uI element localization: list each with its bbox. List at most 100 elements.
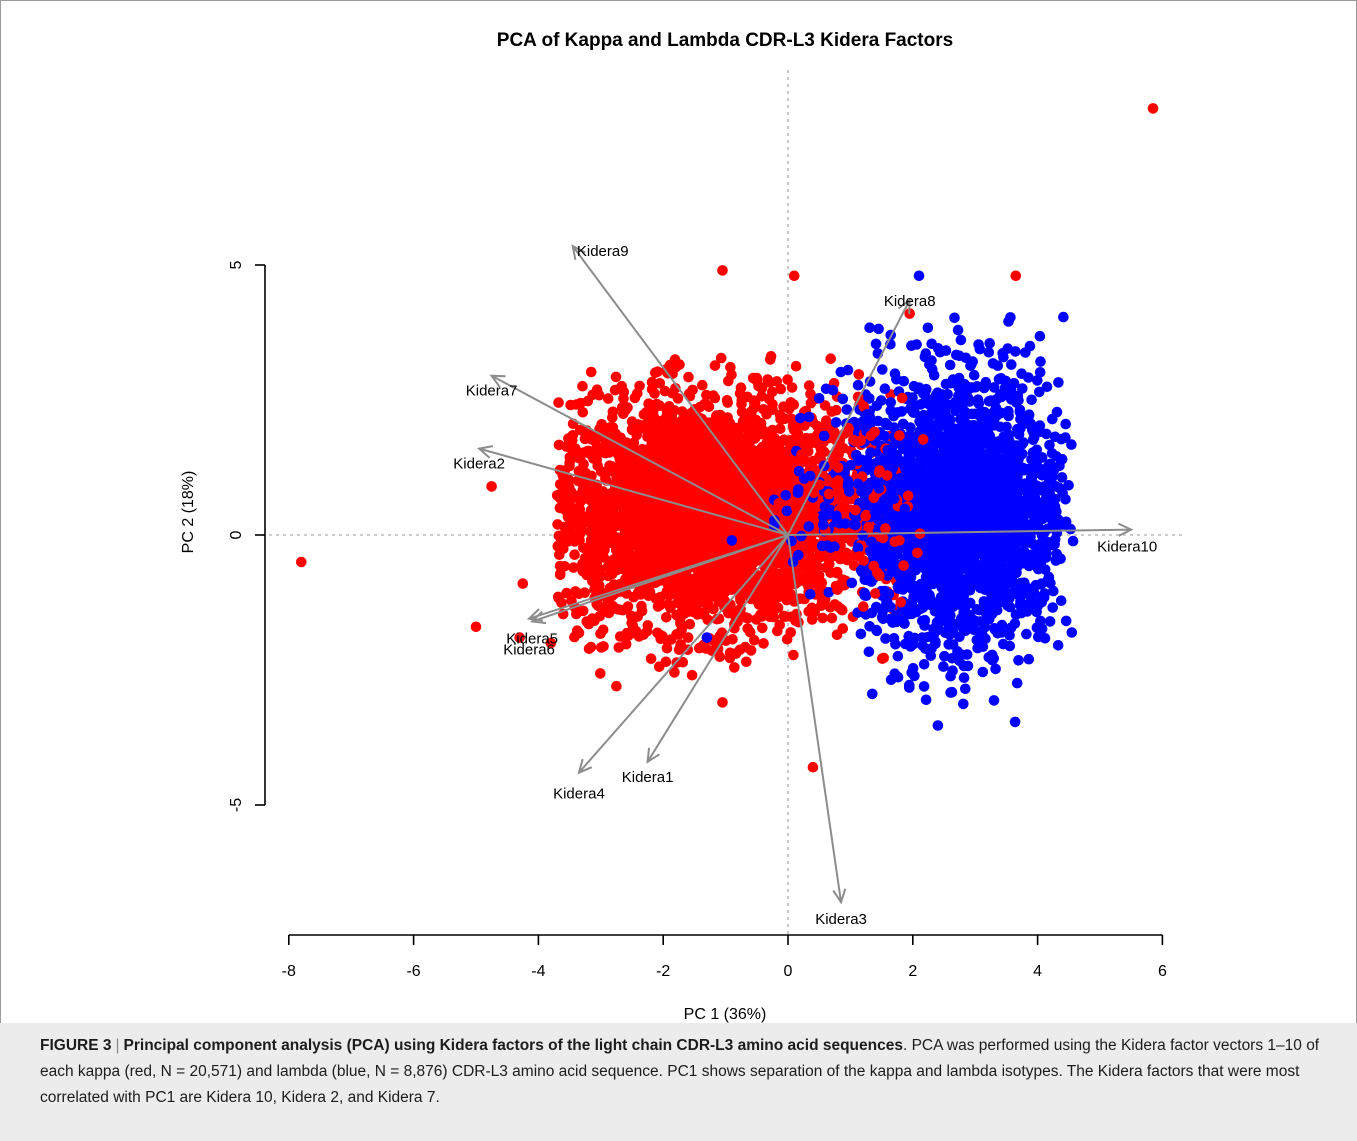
kappa-point — [675, 415, 687, 427]
kappa-point — [667, 518, 679, 530]
lambda-point — [1052, 640, 1064, 651]
kappa-point — [635, 589, 646, 600]
kappa-point — [745, 645, 757, 656]
kappa-point — [763, 393, 775, 405]
kappa-point — [622, 630, 634, 642]
kappa-point — [825, 353, 836, 365]
kappa-point — [583, 618, 595, 630]
lambda-point — [1066, 627, 1078, 638]
kappa-point — [636, 465, 648, 477]
kappa-point — [736, 406, 748, 418]
kappa-point — [622, 402, 633, 413]
kappa-point — [553, 397, 564, 408]
lambda-point — [922, 322, 934, 334]
kappa-point — [781, 594, 793, 606]
lambda-point — [947, 665, 958, 676]
kappa-point — [568, 562, 579, 573]
kappa-point — [606, 461, 618, 472]
kappa-point — [588, 453, 599, 464]
lambda-point — [1034, 367, 1046, 378]
kappa-point — [661, 586, 673, 597]
kappa-point — [633, 631, 645, 642]
kappa-point — [677, 463, 689, 474]
kappa-point — [470, 621, 482, 633]
kappa-point — [576, 526, 587, 537]
kappa-point — [751, 446, 762, 457]
kappa-point — [639, 499, 650, 511]
kappa-point — [729, 662, 740, 673]
kappa-point — [645, 542, 656, 554]
kappa-point — [1147, 103, 1159, 114]
lambda-point — [938, 661, 949, 672]
kappa-point — [648, 507, 660, 519]
lambda-point — [873, 323, 884, 335]
kappa-point — [654, 525, 666, 537]
kappa-point — [735, 435, 747, 446]
kappa-point — [585, 641, 597, 653]
kappa-point — [552, 540, 564, 552]
lambda-point — [1014, 406, 1026, 418]
lambda-point — [864, 322, 875, 334]
kappa-point — [594, 580, 605, 591]
kappa-point — [665, 602, 676, 614]
lambda-point — [988, 382, 1000, 393]
kappa-point — [748, 395, 759, 406]
kappa-point — [596, 419, 607, 430]
kappa-point — [703, 514, 714, 526]
kappa-point — [790, 360, 802, 372]
kappa-point — [650, 556, 662, 568]
kappa-point — [565, 399, 576, 411]
kappa-point — [676, 605, 688, 616]
kappa-point — [608, 536, 620, 548]
kappa-point — [295, 556, 307, 568]
kappa-point — [687, 454, 699, 466]
kappa-point — [734, 644, 746, 656]
kappa-point — [780, 469, 791, 481]
kappa-point — [780, 455, 792, 466]
kappa-point — [735, 481, 747, 493]
kappa-point — [704, 525, 716, 536]
kappa-point — [737, 536, 748, 547]
lambda-point — [958, 672, 970, 683]
kappa-point — [697, 379, 708, 391]
kappa-point — [803, 606, 814, 617]
kappa-point — [611, 680, 622, 692]
kappa-point — [661, 642, 673, 654]
lambda-point — [987, 358, 999, 369]
lambda-point — [1048, 585, 1059, 597]
kappa-point — [561, 587, 572, 599]
lambda-point — [1034, 386, 1045, 398]
lambda-point — [955, 334, 967, 346]
lambda-point — [877, 364, 888, 375]
kappa-point — [700, 597, 711, 609]
kappa-point — [660, 429, 671, 441]
kappa-point — [602, 393, 614, 404]
kappa-point — [795, 562, 806, 573]
kappa-point — [724, 647, 736, 659]
kappa-point — [564, 488, 575, 500]
kappa-point — [596, 537, 607, 549]
lambda-point — [918, 681, 930, 692]
kappa-point — [744, 627, 756, 638]
lambda-point — [944, 359, 956, 371]
kappa-point — [601, 440, 612, 452]
kappa-point — [571, 515, 582, 526]
kappa-point — [721, 395, 733, 406]
kappa-point — [627, 565, 638, 577]
lambda-point — [1053, 377, 1064, 388]
lambda-point — [870, 338, 882, 350]
kappa-point — [611, 564, 623, 576]
kappa-point — [580, 552, 591, 564]
kappa-point — [735, 594, 746, 606]
kappa-point — [817, 612, 828, 624]
kappa-point — [585, 504, 597, 516]
kappa-point — [755, 417, 767, 429]
kappa-point — [748, 504, 760, 515]
kappa-point — [736, 394, 748, 406]
kappa-point — [762, 374, 773, 385]
kappa-point — [517, 578, 529, 589]
kappa-point — [661, 635, 673, 646]
kappa-point — [774, 619, 785, 631]
kappa-point — [612, 550, 623, 561]
kappa-point — [750, 432, 761, 444]
